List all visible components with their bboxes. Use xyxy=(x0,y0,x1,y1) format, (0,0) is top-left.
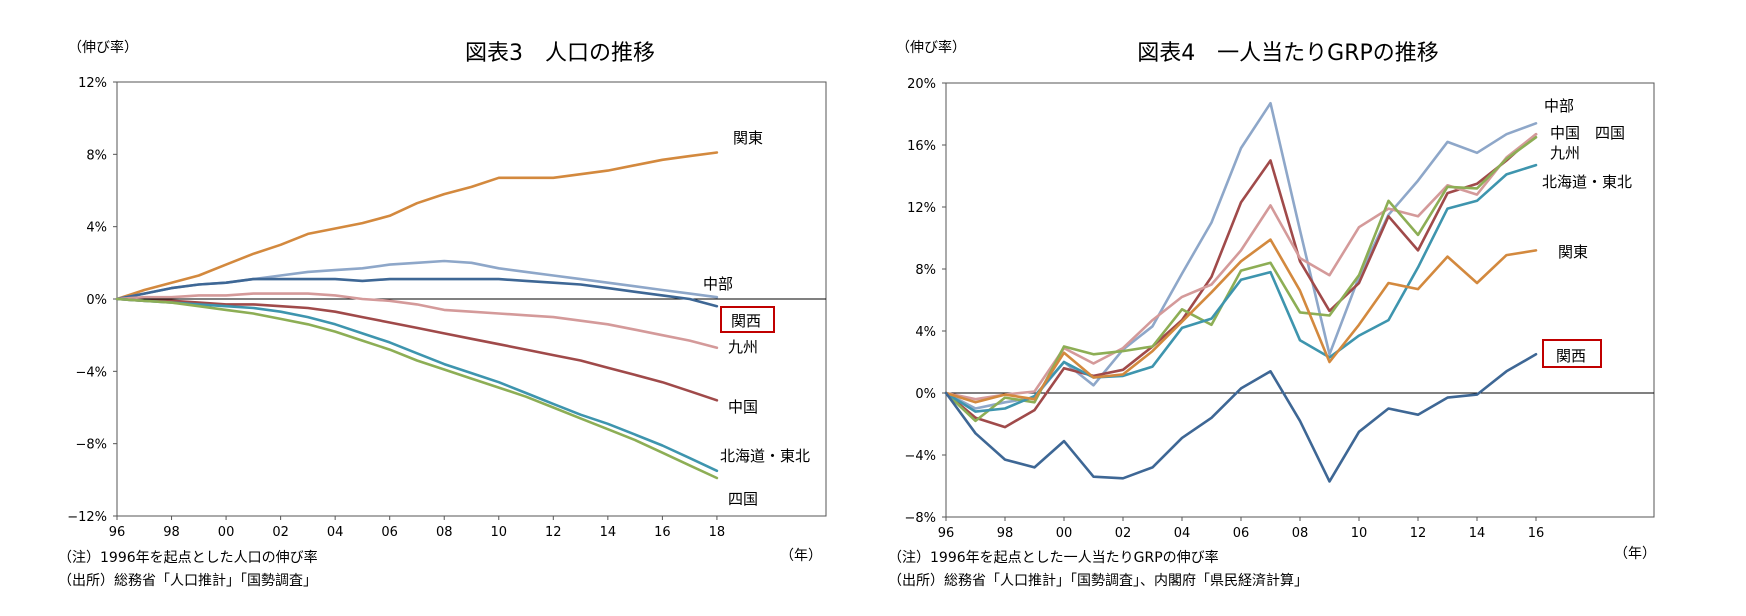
label-kansai-box xyxy=(720,306,775,333)
y-tick-label: 12% xyxy=(78,76,107,91)
series-line-kansai xyxy=(115,277,719,308)
series-line-kanto xyxy=(944,238,1538,404)
y-tick-label: 4% xyxy=(915,325,936,340)
chart-population-title: 図表3 人口の推移 xyxy=(465,41,655,66)
chart-grp: 図表4 一人当たりGRPの推移 （伸び率） （年） 20% 16% 12% 8% 4% 0… xyxy=(888,39,1656,589)
chart-population-series xyxy=(115,151,719,480)
x-tick-label: 04 xyxy=(327,525,344,540)
chart-grp-note: （注）1996年を起点とした一人当たりGRPの伸び率 xyxy=(888,549,1219,566)
x-tick-label: 02 xyxy=(1115,526,1132,541)
label-chugoku: 中国 xyxy=(728,398,758,416)
y-tick-label: 16% xyxy=(907,139,936,154)
x-tick-label: 14 xyxy=(600,525,617,540)
series-line-shikoku xyxy=(115,297,719,480)
chart-grp-ylabel: （伸び率） xyxy=(896,39,966,56)
chart-population-y-axis: 12% 8% 4% 0% −4% −8% −12% xyxy=(67,76,117,525)
y-tick-label: 0% xyxy=(86,293,107,308)
label-shikoku: 四国 xyxy=(728,490,758,508)
x-tick-label: 02 xyxy=(272,525,289,540)
x-tick-label: 12 xyxy=(1410,526,1427,541)
label-chubu: 中部 xyxy=(703,275,733,293)
label-hokkaido-tohoku: 北海道・東北 xyxy=(720,447,810,465)
chart-population-x-axis: 96 98 00 02 04 06 08 10 12 14 16 18 xyxy=(109,516,725,540)
x-tick-label: 16 xyxy=(1528,526,1545,541)
chart-population-ylabel: （伸び率） xyxy=(68,39,138,56)
chart-grp-xlabel: （年） xyxy=(1614,546,1656,562)
x-tick-label: 08 xyxy=(436,525,453,540)
chart-population-xlabel: （年） xyxy=(780,548,822,564)
y-tick-label: −12% xyxy=(67,510,107,525)
x-tick-label: 04 xyxy=(1174,526,1191,541)
series-line-hokkaido_tohoku xyxy=(115,297,719,473)
series-line-kyushu xyxy=(115,292,719,350)
chart-grp-series xyxy=(944,101,1538,483)
y-tick-label: 8% xyxy=(86,148,107,163)
x-tick-label: 16 xyxy=(654,525,671,540)
y-tick-label: 4% xyxy=(86,221,107,236)
label-grp-chubu: 中部 xyxy=(1544,97,1574,115)
x-tick-label: 98 xyxy=(163,525,180,540)
chart-population-note: （注）1996年を起点とした人口の伸び率 xyxy=(58,549,318,566)
x-tick-label: 18 xyxy=(709,525,726,540)
chart-grp-source: （出所）総務省「人口推計」「国勢調査」、内閣府「県民経済計算」 xyxy=(888,573,1308,589)
x-tick-label: 12 xyxy=(545,525,562,540)
y-tick-label: −4% xyxy=(75,365,107,380)
label-kansai: 関西 xyxy=(731,312,761,330)
label-grp-kanto: 関東 xyxy=(1558,243,1588,261)
series-line-chugoku xyxy=(115,297,719,402)
x-tick-label: 06 xyxy=(1233,526,1250,541)
label-kanto: 関東 xyxy=(733,129,763,147)
x-tick-label: 06 xyxy=(381,525,398,540)
y-tick-label: 0% xyxy=(915,387,936,402)
x-tick-label: 14 xyxy=(1469,526,1486,541)
label-grp-kyushu: 九州 xyxy=(1550,144,1580,162)
label-kyushu: 九州 xyxy=(728,338,758,356)
y-tick-label: 20% xyxy=(907,77,936,92)
y-tick-label: 12% xyxy=(907,201,936,216)
y-tick-label: 8% xyxy=(915,263,936,278)
x-tick-label: 96 xyxy=(109,525,126,540)
label-grp-chugoku-shikoku: 中国 四国 xyxy=(1550,124,1625,142)
chart-population-source: （出所）総務省「人口推計」「国勢調査」 xyxy=(58,573,317,589)
label-grp-kansai-box xyxy=(1542,339,1602,368)
series-line-chugoku xyxy=(944,132,1538,429)
chart-grp-title: 図表4 一人当たりGRPの推移 xyxy=(1137,41,1439,66)
series-line-kansai xyxy=(944,352,1538,483)
chart-grp-x-axis: 96 98 00 02 04 06 08 10 12 14 16 xyxy=(938,517,1545,541)
x-tick-label: 96 xyxy=(938,526,955,541)
x-tick-label: 98 xyxy=(997,526,1014,541)
chart-population: 図表3 人口の推移 （伸び率） （年） 12%8%4%0%−4%−8%−12% … xyxy=(58,39,827,589)
x-tick-label: 08 xyxy=(1292,526,1309,541)
series-line-kyushu xyxy=(944,132,1538,401)
x-tick-label: 10 xyxy=(490,525,507,540)
series-line-kanto xyxy=(115,151,719,301)
y-tick-label: −4% xyxy=(904,449,936,464)
label-grp-kansai: 関西 xyxy=(1556,347,1586,365)
y-tick-label: −8% xyxy=(75,438,107,453)
y-tick-label: −8% xyxy=(904,511,936,526)
x-tick-label: 00 xyxy=(1056,526,1073,541)
x-tick-label: 10 xyxy=(1351,526,1368,541)
x-tick-label: 00 xyxy=(218,525,235,540)
label-grp-hokkaido-tohoku: 北海道・東北 xyxy=(1542,173,1632,191)
chart-grp-y-axis: 20% 16% 12% 8% 4% 0% −4% −8% xyxy=(904,77,946,526)
